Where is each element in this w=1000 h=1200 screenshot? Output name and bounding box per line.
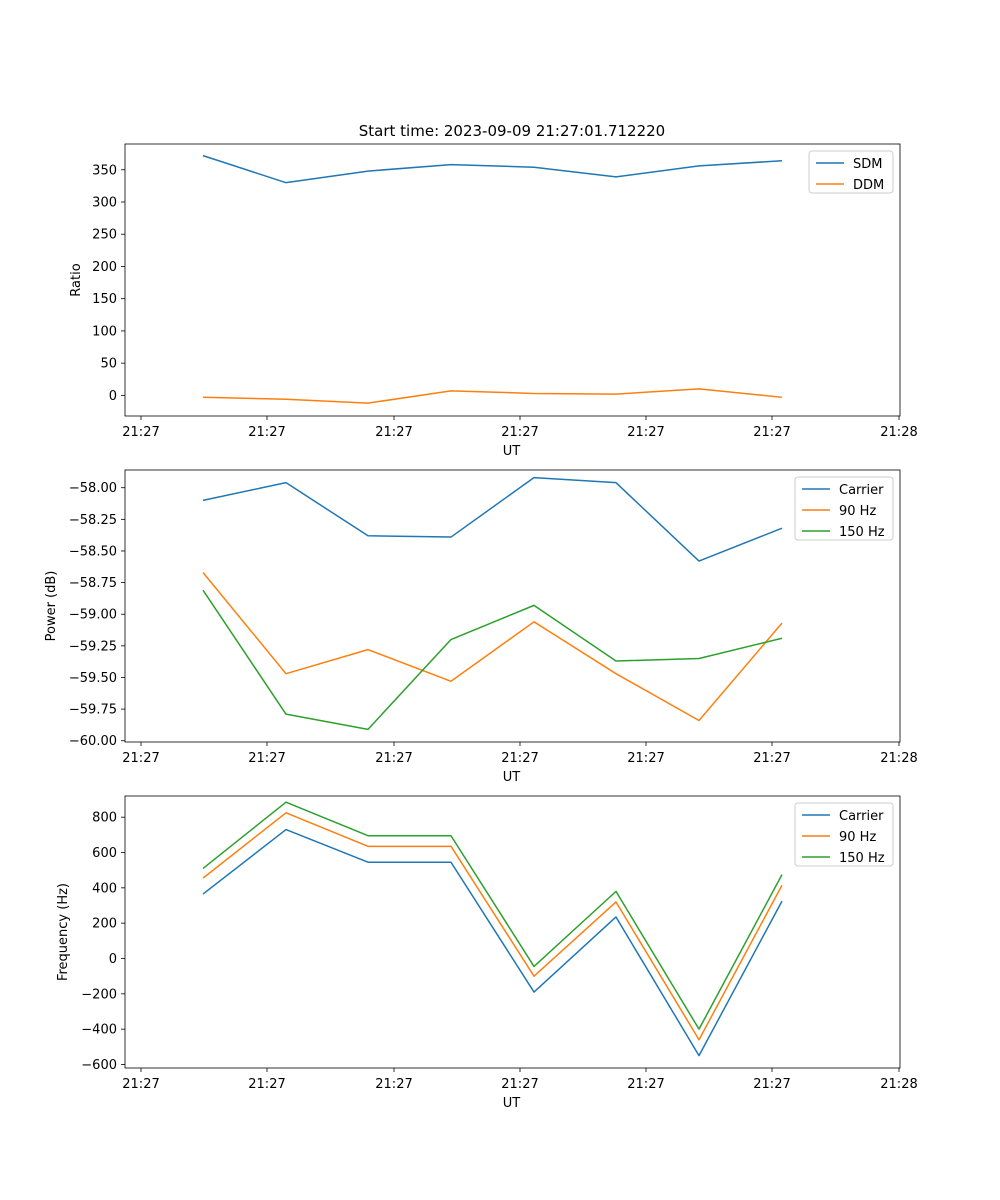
y-tick-label: −58.00 bbox=[69, 481, 117, 496]
y-tick-label: 200 bbox=[92, 917, 117, 932]
legend-label: Carrier bbox=[839, 483, 884, 498]
series-line-sdm bbox=[202, 154, 783, 184]
x-tick-label: 21:27 bbox=[753, 751, 790, 766]
series-line-carrier bbox=[202, 828, 783, 1057]
chart-panel-1: 21:27 21:27 21:27 21:27 21:27 21:27 21:28 0 50 10… bbox=[69, 143, 918, 459]
y-tick-label: 150 bbox=[92, 292, 117, 307]
legend-label: SDM bbox=[853, 157, 882, 172]
x-tick-label: 21:27 bbox=[501, 751, 538, 766]
x-tick-label: 21:27 bbox=[122, 1077, 159, 1092]
x-tick-label: 21:27 bbox=[627, 425, 664, 440]
series-line-carrier bbox=[202, 476, 783, 562]
legend-box bbox=[794, 802, 894, 867]
x-tick-label: 21:27 bbox=[122, 751, 159, 766]
y-tick-label: −600 bbox=[81, 1058, 117, 1073]
y-tick-label: −59.75 bbox=[69, 703, 117, 718]
figure-title: Start time: 2023-09-09 21:27:01.712220 bbox=[359, 122, 665, 140]
x-tick-label: 21:27 bbox=[248, 1077, 285, 1092]
charts-container: 21:27 21:27 21:27 21:27 21:27 21:27 21:28 0 50 10… bbox=[44, 143, 918, 1111]
chart-panel-2: 21:27 21:27 21:27 21:27 21:27 21:27 21:28 −60.0… bbox=[44, 469, 918, 785]
y-tick-label: 0 bbox=[109, 952, 117, 967]
y-tick-label: −58.50 bbox=[69, 544, 117, 559]
y-tick-label: −200 bbox=[81, 987, 117, 1002]
x-tick-label: 21:27 bbox=[753, 1077, 790, 1092]
series-line-90-hz bbox=[202, 812, 783, 1041]
x-tick-label: 21:27 bbox=[375, 751, 412, 766]
legend-label: 90 Hz bbox=[839, 504, 876, 519]
legend: SDM DDM bbox=[808, 150, 894, 194]
legend: Carrier 90 Hz 150 Hz bbox=[794, 476, 894, 541]
x-axis-label: UT bbox=[503, 1096, 521, 1111]
series-line-ddm bbox=[202, 388, 783, 404]
axes-frame bbox=[124, 143, 901, 417]
y-tick-label: 0 bbox=[109, 389, 117, 404]
chart-panel-3: 21:27 21:27 21:27 21:27 21:27 21:27 21:28 −600 −… bbox=[56, 795, 918, 1111]
x-axis-label: UT bbox=[503, 770, 521, 785]
y-tick-label: −58.75 bbox=[69, 576, 117, 591]
x-tick-label: 21:28 bbox=[880, 1077, 917, 1092]
x-tick-label: 21:28 bbox=[880, 425, 917, 440]
y-tick-label: 600 bbox=[92, 846, 117, 861]
x-tick-label: 21:27 bbox=[248, 751, 285, 766]
y-tick-label: −58.25 bbox=[69, 513, 117, 528]
x-tick-label: 21:27 bbox=[248, 425, 285, 440]
x-tick-label: 21:27 bbox=[375, 1077, 412, 1092]
x-tick-label: 21:27 bbox=[122, 425, 159, 440]
y-tick-label: 400 bbox=[92, 881, 117, 896]
x-tick-label: 21:27 bbox=[501, 1077, 538, 1092]
legend-box bbox=[808, 150, 894, 194]
y-tick-label: 50 bbox=[100, 357, 117, 372]
series-line-150-hz bbox=[202, 801, 783, 1030]
x-tick-label: 21:27 bbox=[627, 751, 664, 766]
legend: Carrier 90 Hz 150 Hz bbox=[794, 802, 894, 867]
axes-frame bbox=[124, 795, 901, 1069]
y-tick-label: −59.00 bbox=[69, 608, 117, 623]
legend-label: 150 Hz bbox=[839, 851, 885, 866]
y-axis-label: Power (dB) bbox=[44, 571, 59, 642]
y-tick-label: 250 bbox=[92, 228, 117, 243]
x-tick-label: 21:27 bbox=[501, 425, 538, 440]
axes-frame bbox=[124, 469, 901, 743]
legend-label: 150 Hz bbox=[839, 525, 885, 540]
y-tick-label: −59.25 bbox=[69, 639, 117, 654]
x-tick-label: 21:27 bbox=[375, 425, 412, 440]
series-line-150-hz bbox=[202, 589, 783, 731]
y-tick-label: 350 bbox=[92, 163, 117, 178]
x-axis-label: UT bbox=[503, 444, 521, 459]
y-axis-label: Ratio bbox=[69, 263, 84, 296]
y-tick-label: 300 bbox=[92, 196, 117, 211]
y-tick-label: −59.50 bbox=[69, 671, 117, 686]
y-axis-label: Frequency (Hz) bbox=[56, 883, 71, 981]
legend-label: DDM bbox=[853, 178, 884, 193]
y-tick-label: 200 bbox=[92, 260, 117, 275]
legend-label: Carrier bbox=[839, 809, 884, 824]
y-tick-label: −400 bbox=[81, 1023, 117, 1038]
y-tick-label: 100 bbox=[92, 324, 117, 339]
y-tick-label: 800 bbox=[92, 811, 117, 826]
series-line-90-hz bbox=[202, 571, 783, 722]
x-tick-label: 21:27 bbox=[753, 425, 790, 440]
legend-box bbox=[794, 476, 894, 541]
legend-label: 90 Hz bbox=[839, 830, 876, 845]
y-tick-label: −60.00 bbox=[69, 734, 117, 749]
x-tick-label: 21:27 bbox=[627, 1077, 664, 1092]
x-tick-label: 21:28 bbox=[880, 751, 917, 766]
